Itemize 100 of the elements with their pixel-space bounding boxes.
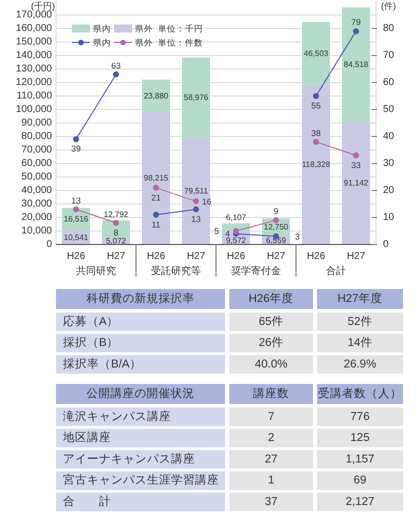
y2-tick-label: 10	[383, 212, 395, 223]
text: 2	[268, 432, 274, 444]
annotation: 単位：件数	[158, 38, 203, 48]
y-tick-label: 130,000	[16, 64, 52, 74]
point	[113, 220, 119, 226]
text: 65件	[258, 314, 284, 328]
data-label: 63	[111, 60, 121, 70]
x-tick-label: H26	[146, 251, 166, 262]
y2-tick-label: 50	[383, 104, 395, 115]
legend-label: 県内	[93, 24, 111, 34]
y2-tick-label: 0	[383, 239, 389, 250]
data-label: 33	[351, 160, 361, 170]
point	[313, 138, 319, 145]
x-tick-label: H27	[266, 251, 286, 262]
y2-tick-label: 40	[383, 131, 395, 142]
data-label: 12,750	[264, 222, 289, 232]
data-label: 91,142	[344, 178, 369, 188]
y-tick-label: 170,000	[16, 10, 52, 20]
text: 1	[268, 474, 274, 487]
text: 26.9%	[344, 358, 376, 370]
text: 26件	[258, 336, 284, 350]
text: 公開講座の開催状況	[86, 386, 194, 400]
text: 37	[264, 496, 278, 508]
legend-label: 県外	[135, 38, 153, 48]
data-label: 13	[71, 195, 81, 206]
y-tick-label: 40,000	[21, 185, 52, 196]
y2-tick-label: 20	[383, 185, 395, 196]
y-axis-title: (千円)	[31, 1, 55, 11]
y-tick-label: 160,000	[16, 23, 52, 34]
text: 2,127	[346, 496, 374, 508]
y2-tick-label: 80	[383, 23, 395, 34]
bar	[342, 121, 370, 244]
text: 共同研究	[76, 265, 116, 277]
bar	[302, 84, 330, 244]
y-tick-label: 20,000	[21, 212, 52, 223]
y-tick-label: 30,000	[21, 198, 52, 210]
data-label: 5,072	[106, 236, 127, 246]
y-tick-label: 10,000	[21, 226, 52, 236]
y2-axis-title: (件)	[381, 1, 396, 11]
point	[273, 217, 279, 224]
y-tick-label: 120,000	[16, 77, 52, 88]
bar	[182, 58, 210, 138]
x-tick-label: H27	[186, 251, 206, 262]
data-label: 11	[152, 219, 161, 230]
text: 応募（A）	[63, 314, 119, 328]
text: 69	[354, 474, 366, 487]
data-label: 23,880	[144, 91, 169, 100]
text: 合計	[326, 265, 346, 277]
text: 宮古キャンパス生涯学習講座	[63, 472, 219, 487]
text: 125	[350, 432, 370, 444]
point	[193, 206, 199, 212]
point	[353, 152, 359, 158]
point	[193, 198, 199, 204]
text: 14件	[348, 336, 372, 350]
y-tick-label: 80,000	[21, 131, 52, 142]
bar	[142, 112, 170, 244]
data-label: 12,792	[104, 210, 129, 219]
point	[313, 93, 319, 99]
legend-label: 県内	[93, 38, 111, 48]
data-label: 5	[214, 226, 220, 236]
data-label: 118,328	[302, 160, 331, 170]
point	[153, 212, 159, 218]
bar	[302, 22, 330, 85]
bar	[142, 80, 170, 112]
data-label: 13	[191, 214, 201, 224]
data-label: 21	[151, 192, 161, 202]
x-tick-label: H26	[66, 251, 86, 262]
x-tick-label: H26	[306, 251, 326, 262]
y2-tick-label: 30	[383, 158, 395, 169]
x-tick-label: H26	[226, 251, 246, 262]
text: 776	[350, 410, 370, 423]
text: 受講者数（人）	[318, 387, 402, 400]
text: 採択（B）	[63, 336, 119, 350]
text: 合 計	[63, 494, 111, 508]
point	[113, 71, 119, 78]
text: 滝沢キャンパス講座	[63, 408, 171, 423]
data-label: 16	[202, 196, 212, 206]
annotation: 単位：千円	[158, 24, 203, 34]
bar	[342, 7, 370, 122]
text: 27	[264, 453, 278, 466]
y-tick-label: 50,000	[21, 172, 52, 182]
y-tick-label: 110,000	[16, 90, 52, 102]
data-label: 4	[225, 228, 230, 239]
data-label: 55	[311, 100, 321, 110]
y-tick-label: 70,000	[21, 144, 52, 156]
data-label: 6,559	[266, 236, 287, 245]
text: 1,157	[346, 453, 374, 466]
point	[73, 136, 79, 142]
text: H27年度	[337, 291, 383, 305]
text: 7	[268, 410, 274, 423]
text: 受託研究等	[151, 265, 201, 277]
data-label: 9,572	[226, 236, 247, 245]
y2-tick-label: 70	[383, 50, 395, 61]
y-tick-label: 0	[46, 239, 52, 250]
data-label: 38	[311, 128, 321, 138]
y2-tick-label: 60	[383, 77, 395, 88]
y-tick-label: 60,000	[21, 158, 52, 169]
text: 講座数	[253, 386, 290, 400]
text: 40.0%	[254, 358, 288, 370]
text: 奨学寄付金	[231, 265, 281, 277]
